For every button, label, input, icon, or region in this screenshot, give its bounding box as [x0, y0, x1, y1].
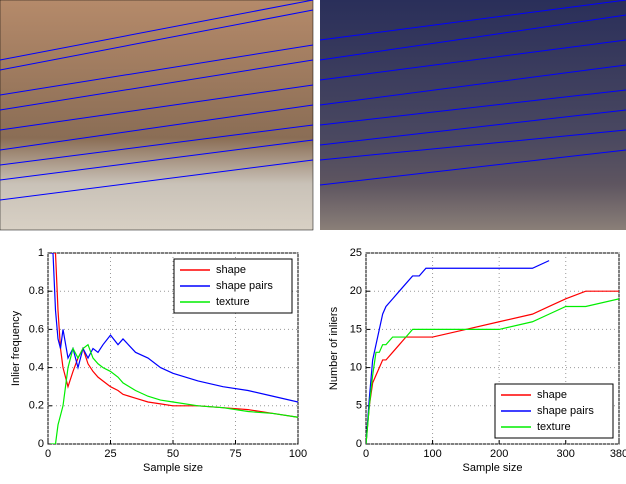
series-line	[50, 253, 298, 418]
x-tick-label: 50	[167, 448, 179, 460]
legend-label: shape pairs	[216, 280, 273, 292]
y-tick-label: 15	[350, 323, 362, 335]
x-axis-label: Sample size	[143, 462, 203, 474]
series-line	[50, 253, 298, 403]
x-tick-label: 200	[490, 448, 508, 460]
x-tick-label: 75	[229, 448, 241, 460]
series-line	[366, 298, 619, 444]
y-tick-label: 10	[350, 362, 362, 374]
x-tick-label: 0	[363, 448, 369, 460]
series-line	[366, 290, 619, 444]
x-tick-label: 100	[423, 448, 441, 460]
legend-label: shape	[216, 264, 246, 276]
chart: 0 5 10 15 20 25 0 100 200 300 380 Sample size Number…	[328, 247, 626, 474]
y-tick-label: 5	[356, 400, 362, 412]
y-tick-label: 0	[38, 438, 44, 450]
y-tick-label: 0.4	[29, 362, 44, 374]
x-axis-label: Sample size	[463, 462, 523, 474]
x-tick-label: 100	[289, 448, 307, 460]
chart: 0 0.2 0.4 0.6 0.8 1 0 25 50 75 100 Sample size Inlie…	[10, 247, 307, 474]
y-axis-label: Number of inliers	[328, 306, 340, 390]
y-tick-label: 0.6	[29, 323, 44, 335]
series-line	[50, 343, 298, 444]
x-tick-label: 0	[45, 448, 51, 460]
series-line	[366, 260, 550, 444]
y-axis-label: Inlier frequency	[10, 310, 22, 386]
x-tick-label: 25	[104, 448, 116, 460]
photo-day	[0, 0, 314, 231]
photo-night	[319, 0, 626, 230]
x-tick-label: 300	[557, 448, 575, 460]
y-tick-label: 20	[350, 285, 362, 297]
legend-label: shape pairs	[537, 405, 594, 417]
legend-label: shape	[537, 389, 567, 401]
legend-label: texture	[216, 296, 250, 308]
y-tick-label: 0.8	[29, 285, 44, 297]
x-tick-label: 380	[610, 448, 626, 460]
y-tick-label: 1	[38, 247, 44, 259]
y-tick-label: 0.2	[29, 400, 44, 412]
y-tick-label: 0	[356, 438, 362, 450]
y-tick-label: 25	[350, 247, 362, 259]
legend-label: texture	[537, 421, 571, 433]
